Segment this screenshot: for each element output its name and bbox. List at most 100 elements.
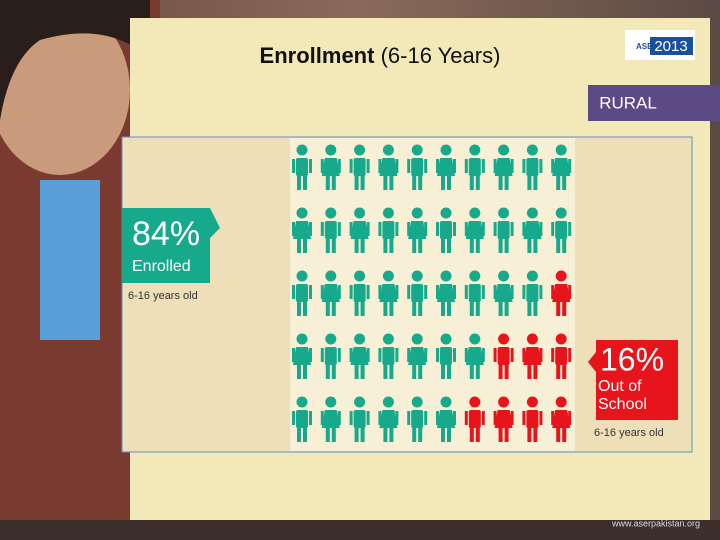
- icon-head: [296, 144, 308, 156]
- icon-body: [408, 347, 427, 365]
- person-icon: [551, 144, 572, 190]
- icon-arm: [453, 348, 456, 362]
- icon-body: [526, 158, 539, 176]
- icon-leg: [441, 427, 445, 442]
- person-icon: [522, 396, 543, 442]
- icon-leg: [418, 175, 423, 190]
- person-icon: [349, 144, 370, 190]
- icon-arm: [395, 285, 399, 299]
- icon-leg: [383, 301, 388, 316]
- icon-head: [555, 207, 567, 219]
- icon-body: [382, 221, 395, 239]
- icon-leg: [504, 301, 509, 316]
- icon-arm: [539, 411, 543, 425]
- title: Enrollment: [260, 43, 376, 68]
- icon-arm: [349, 222, 353, 236]
- icon-arm: [539, 285, 543, 299]
- icon-arm: [551, 222, 555, 236]
- person-icon: [407, 396, 428, 442]
- icon-leg: [504, 427, 509, 442]
- icon-leg: [389, 238, 394, 253]
- icon-leg: [331, 364, 336, 379]
- icon-body: [353, 284, 366, 302]
- icon-head: [354, 396, 366, 408]
- icon-arm: [568, 411, 572, 425]
- person-icon: [493, 270, 514, 316]
- icon-leg: [303, 427, 307, 442]
- person-icon: [493, 333, 514, 379]
- icon-leg: [441, 238, 445, 253]
- icon-leg: [527, 301, 532, 316]
- icon-leg: [389, 301, 394, 316]
- icon-body: [353, 158, 366, 176]
- icon-head: [440, 207, 452, 219]
- icon-body: [494, 284, 513, 302]
- icon-arm: [539, 222, 543, 236]
- icon-leg: [504, 364, 509, 379]
- icon-leg: [556, 301, 561, 316]
- icon-arm: [481, 411, 485, 425]
- icon-body: [379, 158, 398, 176]
- icon-body: [408, 221, 427, 239]
- icon-body: [494, 410, 513, 428]
- icon-leg: [360, 238, 365, 253]
- person-icon: [320, 207, 341, 253]
- icon-leg: [354, 301, 359, 316]
- icon-body: [379, 284, 398, 302]
- tag: RURAL: [599, 93, 657, 112]
- icon-arm: [568, 285, 572, 299]
- value-label: 84%: [132, 215, 200, 253]
- icon-arm: [366, 285, 370, 299]
- icon-leg: [303, 301, 307, 316]
- icon-head: [382, 207, 394, 219]
- labels: 84% Enrolled 6-16 years old 16% Out of S…: [122, 208, 678, 439]
- icon-leg: [383, 364, 388, 379]
- icon-head: [555, 333, 567, 345]
- icon-arm: [349, 348, 353, 362]
- icon-arm: [309, 285, 312, 299]
- icon-arm: [464, 411, 468, 425]
- icon-leg: [504, 238, 509, 253]
- icon-head: [411, 207, 423, 219]
- icon-arm: [493, 222, 497, 236]
- icon-arm: [337, 411, 341, 425]
- icon-leg: [527, 427, 532, 442]
- icon-body: [497, 221, 510, 239]
- icon-body: [555, 347, 568, 365]
- icon-leg: [389, 427, 394, 442]
- icon-arm: [522, 159, 526, 173]
- icon-body: [523, 347, 542, 365]
- person-icon: [349, 333, 370, 379]
- icon-leg: [469, 301, 474, 316]
- icon-arm: [292, 285, 295, 299]
- icon-leg: [447, 364, 451, 379]
- icon-arm: [424, 348, 428, 362]
- icon-arm: [320, 222, 324, 236]
- icon-arm: [510, 348, 514, 362]
- person-icon: [320, 270, 341, 316]
- icon-leg: [354, 238, 359, 253]
- icon-body: [350, 347, 369, 365]
- person-icon: [464, 207, 485, 253]
- icon-leg: [360, 364, 365, 379]
- icon-leg: [498, 364, 503, 379]
- icon-leg: [412, 301, 417, 316]
- icon-body: [437, 410, 455, 428]
- icon-leg: [498, 175, 503, 190]
- person-icon: [292, 270, 312, 316]
- icon-head: [354, 270, 366, 282]
- icon-arm: [378, 411, 382, 425]
- icon-leg: [383, 238, 388, 253]
- icon-leg: [441, 364, 445, 379]
- icon-leg: [331, 238, 336, 253]
- icon-leg: [325, 238, 330, 253]
- icon-body: [324, 347, 337, 365]
- icon-arm: [510, 159, 514, 173]
- icon-leg: [447, 238, 451, 253]
- icon-leg: [556, 427, 561, 442]
- icon-leg: [441, 301, 445, 316]
- icon-body: [523, 221, 542, 239]
- icon-arm: [378, 348, 382, 362]
- person-icon: [320, 333, 341, 379]
